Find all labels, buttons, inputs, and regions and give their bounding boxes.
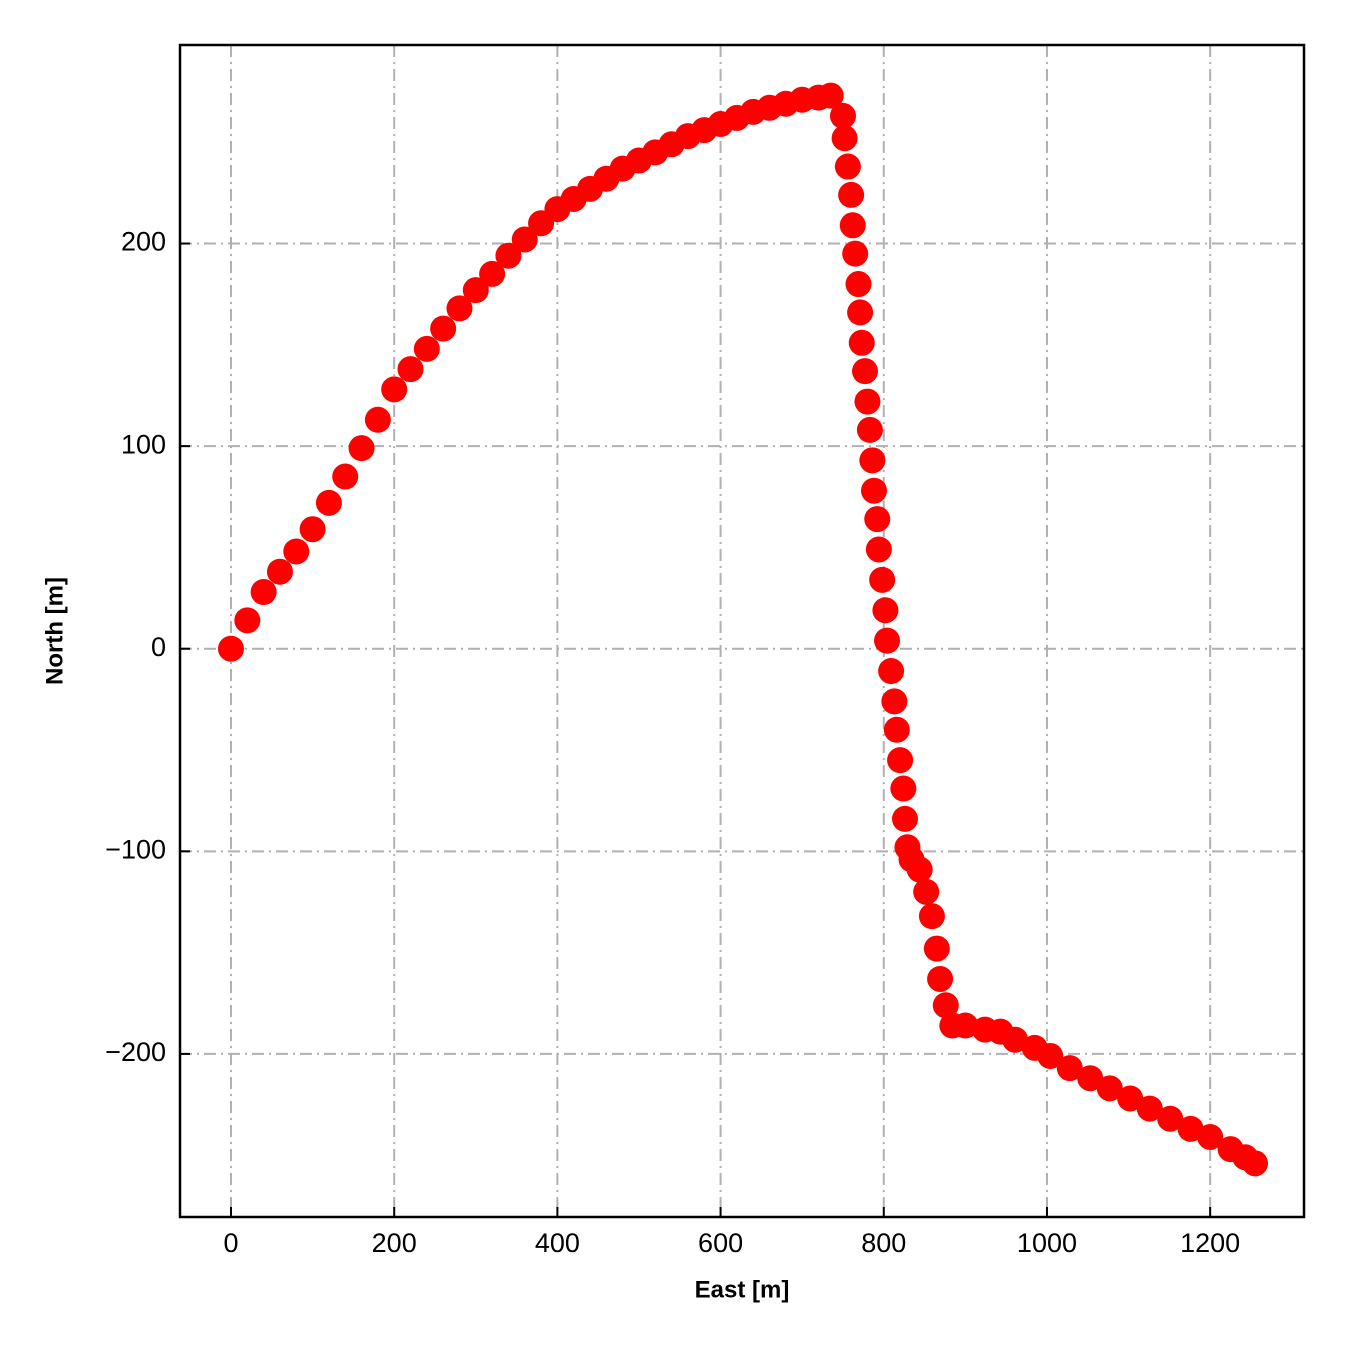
point <box>817 82 844 109</box>
point <box>446 295 473 322</box>
point <box>878 658 905 685</box>
point <box>891 805 918 832</box>
point <box>1077 1065 1104 1092</box>
point <box>842 240 869 267</box>
point <box>869 566 896 593</box>
plot-frame <box>178 43 1306 1219</box>
x-axis-title: East [m] <box>695 1276 790 1303</box>
point <box>872 597 899 624</box>
point <box>829 102 856 129</box>
point <box>479 260 506 287</box>
x-tick-label: 1200 <box>1180 1228 1240 1258</box>
point <box>890 775 917 802</box>
x-tick-label: 1000 <box>1017 1228 1077 1258</box>
x-tick-label: 0 <box>223 1228 238 1258</box>
point <box>913 878 940 905</box>
point <box>1117 1085 1144 1112</box>
point <box>874 627 901 654</box>
point <box>299 516 326 543</box>
point <box>364 406 391 433</box>
point <box>932 992 959 1019</box>
point <box>854 388 881 415</box>
point <box>1096 1075 1123 1102</box>
point <box>856 416 883 443</box>
point <box>397 356 424 383</box>
point <box>865 536 892 563</box>
point <box>860 477 887 504</box>
point <box>831 125 858 152</box>
point <box>1242 1150 1269 1177</box>
point <box>1037 1042 1064 1069</box>
y-tick-label: 200 <box>121 227 166 257</box>
point <box>881 688 908 715</box>
point <box>918 903 945 930</box>
point <box>430 315 457 342</box>
point <box>381 376 408 403</box>
point <box>923 935 950 962</box>
point <box>1177 1115 1204 1142</box>
point <box>847 299 874 326</box>
point <box>864 506 891 533</box>
point <box>462 277 489 304</box>
point <box>927 965 954 992</box>
point <box>413 335 440 362</box>
x-tick-label: 200 <box>372 1228 417 1258</box>
point <box>315 489 342 516</box>
y-axis-title: North [m] <box>41 577 68 685</box>
point <box>250 579 277 606</box>
point <box>859 447 886 474</box>
x-tick-label: 800 <box>861 1228 906 1258</box>
point <box>217 635 244 662</box>
point <box>848 329 875 356</box>
point <box>1136 1095 1163 1122</box>
point <box>839 212 866 239</box>
point <box>834 153 861 180</box>
point <box>266 558 293 585</box>
x-tick-label: 600 <box>698 1228 743 1258</box>
point <box>234 607 261 634</box>
point <box>283 538 310 565</box>
y-tick-label: 100 <box>121 429 166 459</box>
y-tick-label: −200 <box>105 1037 166 1067</box>
point <box>887 747 914 774</box>
point <box>952 1012 979 1039</box>
point <box>1197 1123 1224 1150</box>
point <box>495 242 522 269</box>
point <box>883 716 910 743</box>
point <box>1002 1026 1029 1053</box>
point <box>348 435 375 462</box>
point <box>332 463 359 490</box>
point <box>511 226 538 253</box>
point <box>1157 1105 1184 1132</box>
point <box>1056 1055 1083 1082</box>
y-tick-label: −100 <box>105 834 166 864</box>
point <box>838 181 865 208</box>
point <box>852 358 879 385</box>
point <box>845 271 872 298</box>
point <box>906 856 933 883</box>
x-tick-label: 400 <box>535 1228 580 1258</box>
y-tick-label: 0 <box>151 632 166 662</box>
